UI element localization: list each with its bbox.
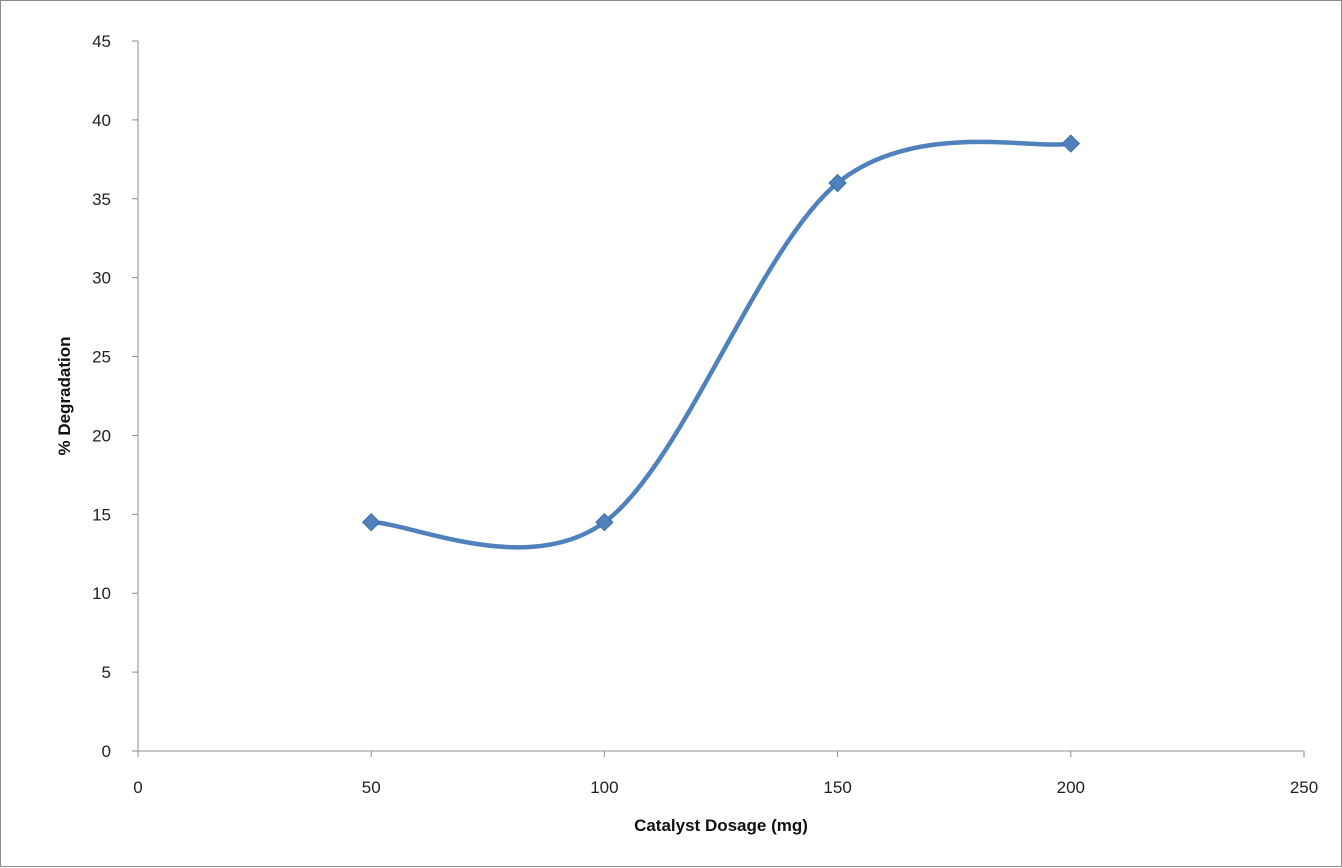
x-tick-label: 200 (1057, 778, 1085, 797)
y-tick-label: 10 (92, 584, 111, 603)
y-tick-label: 35 (92, 190, 111, 209)
data-point-marker (1061, 134, 1081, 153)
y-tick-label: 40 (92, 111, 111, 130)
y-tick-label: 30 (92, 269, 111, 288)
x-axis-title: Catalyst Dosage (mg) (634, 816, 808, 835)
y-tick-label: 15 (92, 505, 111, 524)
y-tick-label: 20 (92, 426, 111, 445)
y-tick-label: 45 (92, 32, 111, 51)
y-axis-title: % Degradation (55, 336, 74, 455)
y-tick-label: 25 (92, 348, 111, 367)
series-line (368, 139, 1074, 550)
x-axis-ticks: 0 50 100 150 200 250 (133, 751, 1318, 797)
data-point-marker (595, 513, 614, 532)
x-tick-label: 150 (823, 778, 851, 797)
x-tick-label: 100 (590, 778, 618, 797)
data-point-marker (828, 173, 847, 193)
data-point-marker (361, 513, 381, 532)
x-tick-label: 250 (1290, 778, 1318, 797)
x-tick-label: 50 (362, 778, 381, 797)
series-layer (361, 134, 1081, 550)
y-tick-label: 0 (102, 742, 111, 761)
y-axis-ticks: 0 5 10 15 20 25 30 35 40 45 (92, 32, 138, 761)
x-tick-label: 0 (133, 778, 142, 797)
y-tick-label: 5 (102, 663, 111, 682)
axes (137, 41, 1304, 752)
